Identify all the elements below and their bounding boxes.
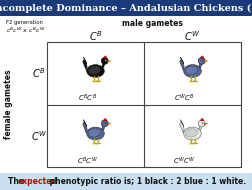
Circle shape [197,120,204,127]
Polygon shape [107,123,110,125]
Polygon shape [103,118,107,121]
Text: $C^BC^B$: $C^BC^B$ [78,93,97,104]
Ellipse shape [203,60,205,63]
Text: The: The [8,177,27,186]
Ellipse shape [88,129,100,137]
Polygon shape [82,120,87,133]
Polygon shape [107,61,110,62]
Text: $c^Bc^W$ x $c^Bc^W$: $c^Bc^W$ x $c^Bc^W$ [6,26,45,35]
Ellipse shape [107,60,108,63]
Text: phenotypic ratio is; 1 black : 2 blue : 1 white.: phenotypic ratio is; 1 black : 2 blue : … [47,177,245,186]
Polygon shape [103,56,107,58]
Circle shape [197,57,204,64]
Ellipse shape [86,127,104,140]
Ellipse shape [86,65,104,77]
Ellipse shape [88,66,100,75]
Polygon shape [204,61,207,62]
Circle shape [105,122,106,124]
Text: $C^WC^W$: $C^WC^W$ [172,155,195,167]
Polygon shape [204,123,207,125]
Text: $C^B$: $C^B$ [88,29,102,43]
Ellipse shape [107,123,108,125]
FancyBboxPatch shape [47,42,240,167]
Polygon shape [101,125,104,130]
Polygon shape [198,62,201,67]
Ellipse shape [203,123,205,125]
Polygon shape [200,118,203,121]
Circle shape [101,120,108,127]
Circle shape [101,57,108,64]
Ellipse shape [185,129,197,137]
Text: Incomplete Dominance – Andalusian Chickens (3): Incomplete Dominance – Andalusian Chicke… [0,3,252,13]
Text: $C^W$: $C^W$ [183,29,200,43]
Circle shape [201,60,202,61]
FancyBboxPatch shape [0,173,252,190]
Circle shape [201,122,202,124]
Text: $C^BC^W$: $C^BC^W$ [77,155,98,167]
Polygon shape [179,120,183,133]
Ellipse shape [185,66,197,75]
Polygon shape [198,125,201,130]
Text: $C^W$: $C^W$ [31,129,47,143]
Text: expected: expected [18,177,58,186]
Polygon shape [82,57,87,70]
Text: $C^B$: $C^B$ [32,66,46,80]
Ellipse shape [183,65,201,77]
FancyBboxPatch shape [0,0,252,16]
Polygon shape [101,62,104,67]
Polygon shape [179,57,183,70]
Text: F2 generation: F2 generation [6,20,43,25]
Text: female gametes: female gametes [5,70,13,139]
Text: $C^WC^B$: $C^WC^B$ [173,93,194,104]
Ellipse shape [183,127,201,140]
Circle shape [105,60,106,61]
Text: male gametes: male gametes [121,20,182,28]
Polygon shape [200,56,203,58]
